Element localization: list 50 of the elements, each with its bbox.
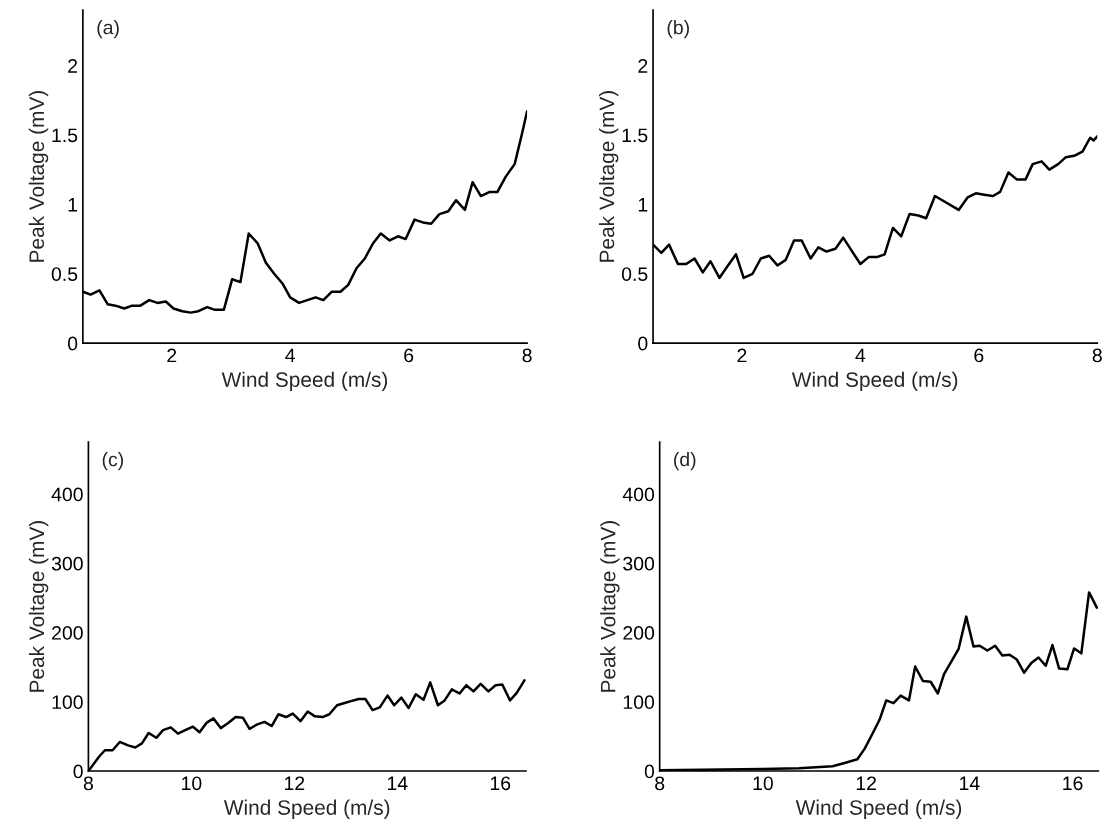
y-tick-label: 0 (73, 764, 83, 779)
y-tick-label: 300 (51, 556, 83, 571)
y-axis-title: Peak Voltage (mV) (598, 91, 619, 262)
x-tick-label: 12 (284, 776, 305, 790)
x-tick-label: 8 (655, 776, 665, 791)
y-tick-label: 0.5 (51, 267, 78, 281)
y-tick-label: 0 (638, 336, 648, 351)
y-axis-title: Peak Voltage (mV) (28, 91, 49, 262)
annotation: (d) (674, 452, 696, 471)
x-tick-label: 2 (737, 348, 747, 363)
y-tick-label: 200 (52, 626, 83, 640)
y-tick-label: 1 (638, 198, 648, 212)
y-tick-label: 1 (68, 198, 78, 212)
y-tick-label: 2 (68, 59, 78, 73)
y-tick-label: 0.5 (621, 267, 648, 281)
x-tick-label: 10 (182, 776, 202, 791)
annotation: (a) (97, 20, 119, 39)
y-tick-label: 1.5 (622, 128, 648, 143)
x-tick-label: 8 (522, 348, 532, 363)
x-tick-label: 14 (960, 776, 980, 790)
y-tick-label: 100 (623, 695, 655, 710)
x-axis-title: Wind Speed (m/s) (791, 371, 958, 392)
x-tick-label: 6 (404, 348, 414, 363)
x-tick-label: 12 (856, 776, 876, 790)
y-tick-label: 0 (644, 764, 655, 779)
x-tick-label: 4 (285, 348, 296, 363)
annotation: (c) (102, 452, 123, 471)
x-tick-label: 2 (167, 348, 177, 363)
y-tick-label: 100 (52, 695, 83, 710)
x-tick-label: 4 (855, 348, 866, 363)
x-tick-label: 8 (1092, 348, 1102, 363)
x-tick-label: 16 (1063, 776, 1083, 791)
y-tick-label: 200 (623, 626, 655, 640)
annotation: (b) (667, 20, 689, 39)
x-tick-label: 8 (83, 776, 93, 791)
y-tick-label: 1.5 (52, 128, 78, 143)
y-tick-label: 2 (638, 59, 648, 73)
x-tick-label: 6 (974, 348, 984, 363)
y-tick-label: 0 (67, 336, 78, 351)
x-axis-title: Wind Speed (m/s) (223, 799, 390, 819)
y-axis-title: Peak Voltage (mV) (600, 521, 620, 692)
x-axis-title: Wind Speed (m/s) (795, 799, 962, 819)
y-tick-label: 300 (623, 556, 655, 571)
x-axis-title: Wind Speed (m/s) (221, 371, 388, 392)
x-tick-label: 14 (387, 776, 408, 790)
x-tick-label: 10 (753, 776, 773, 791)
y-tick-label: 400 (622, 487, 655, 502)
y-tick-label: 400 (51, 487, 83, 502)
x-tick-label: 16 (490, 776, 511, 791)
y-axis-title: Peak Voltage (mV) (28, 521, 49, 692)
